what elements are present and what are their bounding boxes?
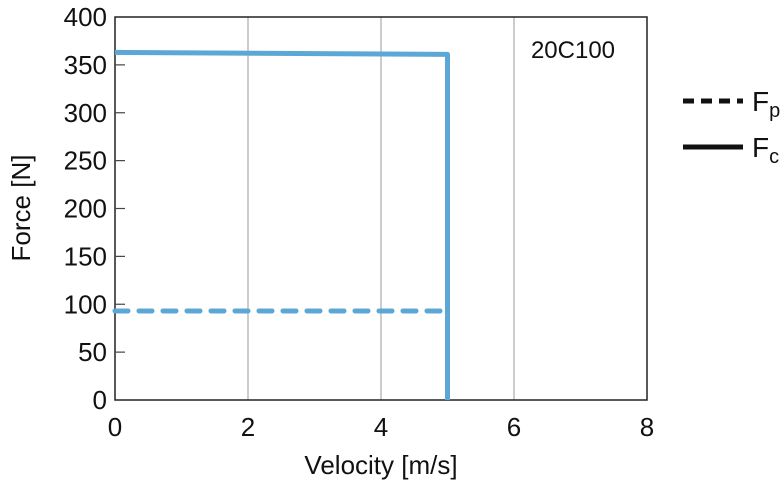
series-Fc xyxy=(114,49,450,400)
series-group xyxy=(112,49,450,400)
x-ticks: 0 2 4 6 8 xyxy=(108,412,654,442)
y-tick-label: 200 xyxy=(64,194,107,224)
x-tick-label: 8 xyxy=(640,412,654,442)
y-tick-label: 0 xyxy=(93,385,107,415)
chart-annotation: 20C100 xyxy=(531,37,615,64)
legend-label-main: F xyxy=(752,86,769,117)
x-tick-label: 4 xyxy=(374,412,388,442)
y-tick-label: 400 xyxy=(64,2,107,32)
grid-lines xyxy=(247,17,515,400)
legend-label-main: F xyxy=(752,132,769,163)
legend-label-Fc: Fc xyxy=(752,132,779,168)
y-tick-label: 300 xyxy=(64,98,107,128)
y-tick-label: 350 xyxy=(64,50,107,80)
y-ticks: 0 50 100 150 200 250 300 350 400 xyxy=(64,2,125,415)
x-axis-label: Velocity [m/s] xyxy=(304,450,457,480)
y-tick-label: 250 xyxy=(64,146,107,176)
legend-label-Fp: Fp xyxy=(752,86,780,122)
legend-label-sub: c xyxy=(769,146,779,168)
x-tick-label: 2 xyxy=(241,412,255,442)
y-tick-label: 150 xyxy=(64,241,107,271)
x-tick-label: 0 xyxy=(108,412,122,442)
legend-label-sub: p xyxy=(769,100,780,122)
y-axis-label: Force [N] xyxy=(6,155,36,262)
y-tick-label: 50 xyxy=(78,337,107,367)
y-tick-label: 100 xyxy=(64,289,107,319)
x-tick-label: 6 xyxy=(507,412,521,442)
